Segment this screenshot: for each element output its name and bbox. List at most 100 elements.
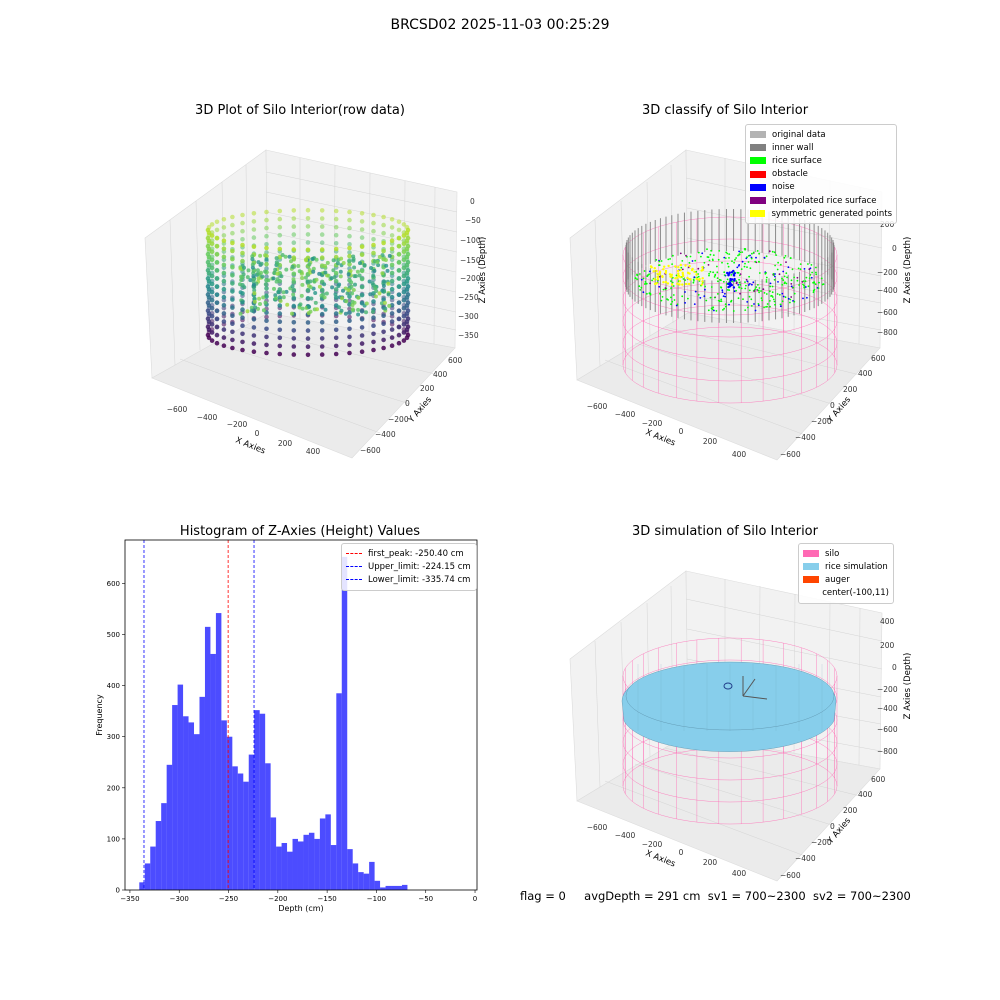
legend-swatch [750, 183, 766, 191]
raw-surface-point [291, 277, 296, 282]
raw-data-point [251, 349, 257, 354]
raw-xtick-label: −400 [197, 413, 218, 422]
rice-surface-point [757, 303, 760, 305]
rice-surface-point [812, 289, 815, 292]
raw-data-point [381, 337, 386, 343]
rice-surface-point [765, 306, 767, 308]
noise-point [736, 266, 739, 269]
classify-ytick-label: −600 [780, 450, 801, 459]
classify-3d-plot: −600 −400 −200 0 200 400 X Axies −600 −4… [569, 149, 913, 461]
noise-point [792, 300, 794, 302]
raw-surface-point [308, 279, 313, 284]
rice-surface-point [728, 257, 730, 259]
raw-data-point [264, 245, 269, 251]
symmetric-point [687, 282, 691, 286]
histogram-bar [155, 821, 162, 890]
noise-point [731, 278, 734, 281]
rice-surface-point [735, 289, 737, 292]
simulation-plot-title: 3D simulation of Silo Interior [632, 524, 818, 539]
rice-surface-point [731, 260, 733, 263]
rice-surface-point [747, 261, 750, 263]
noise-point [741, 260, 744, 263]
rice-surface-point [672, 294, 675, 296]
raw-surface-point [346, 272, 351, 277]
raw-data-point [305, 224, 311, 229]
raw-surface-point [238, 282, 242, 287]
classify-ytick-label: 0 [830, 401, 835, 410]
raw-surface-point [343, 311, 348, 316]
rice-surface-point [796, 279, 799, 282]
raw-data-point [291, 303, 297, 309]
rice-surface-point [782, 279, 785, 281]
raw-ytick-label: 200 [420, 384, 435, 393]
raw-data-point [371, 242, 376, 248]
noise-point [782, 270, 785, 273]
rice-surface-point [744, 309, 747, 311]
noise-point [727, 282, 730, 285]
raw-surface-point [259, 261, 264, 266]
histogram-bar [177, 684, 184, 890]
raw-surface-point [331, 258, 336, 263]
raw-data-point [401, 330, 407, 335]
symmetric-point [653, 282, 657, 286]
rice-surface-point [737, 297, 740, 300]
symmetric-point [688, 264, 691, 268]
rice-surface-point [779, 263, 782, 266]
raw-data-point [371, 212, 376, 218]
raw-data-point [333, 343, 339, 349]
symmetric-point [674, 265, 677, 268]
symmetric-point [679, 269, 682, 272]
interpolated-point [649, 282, 651, 285]
histogram-ytick-label: 0 [116, 887, 120, 895]
raw-surface-point [307, 262, 312, 267]
raw-data-point [221, 319, 227, 324]
rice-surface-point [749, 267, 752, 270]
raw-surface-point [273, 293, 278, 298]
raw-xtick-label: 400 [306, 447, 321, 456]
raw-surface-point [323, 270, 328, 275]
raw-data-point [396, 292, 402, 298]
raw-ytick-label: 0 [405, 399, 410, 408]
noise-point [649, 270, 651, 273]
raw-surface-point [349, 284, 354, 289]
rice-surface-point [765, 276, 768, 279]
histogram-bar [194, 734, 200, 890]
rice-surface-point [752, 251, 755, 254]
rice-surface-point [712, 271, 714, 274]
raw-data-point [401, 273, 407, 279]
symmetric-point [701, 277, 704, 280]
raw-surface-point [272, 271, 277, 276]
classify-xtick-label: −600 [587, 402, 608, 411]
rice-surface-point [717, 258, 720, 261]
raw-surface-point [371, 273, 376, 278]
rice-surface-point [670, 296, 672, 299]
noise-point [675, 304, 678, 307]
rice-surface-point [776, 268, 779, 271]
rice-surface-point [708, 272, 710, 275]
simulation-x-ticks: −600 −400 −200 0 200 400 [587, 823, 747, 878]
raw-surface-point [382, 279, 387, 284]
raw-data-point [347, 314, 352, 320]
rice-surface-point [662, 288, 665, 291]
rice-surface-point [709, 253, 712, 256]
raw-data-point [347, 342, 352, 348]
histogram-xtick-label: 0 [473, 895, 477, 903]
symmetric-point [663, 265, 666, 268]
rice-surface-point [799, 268, 802, 271]
rice-surface-point [785, 272, 788, 275]
rice-surface-point [720, 279, 722, 282]
symmetric-point [656, 278, 660, 281]
raw-surface-point [322, 282, 327, 287]
rice-surface-point [755, 286, 758, 288]
rice-surface-point [721, 261, 723, 264]
raw-data-point [221, 335, 227, 340]
rice-surface-point [807, 285, 810, 288]
rice-surface-point [736, 271, 739, 274]
raw-data-point [359, 284, 365, 290]
raw-data-point [347, 334, 352, 340]
classify-plot-title: 3D classify of Silo Interior [641, 103, 809, 118]
rice-surface-point [769, 285, 772, 288]
symmetric-point [679, 263, 682, 267]
symmetric-point [655, 269, 658, 273]
legend-item: inner wall [750, 141, 892, 154]
